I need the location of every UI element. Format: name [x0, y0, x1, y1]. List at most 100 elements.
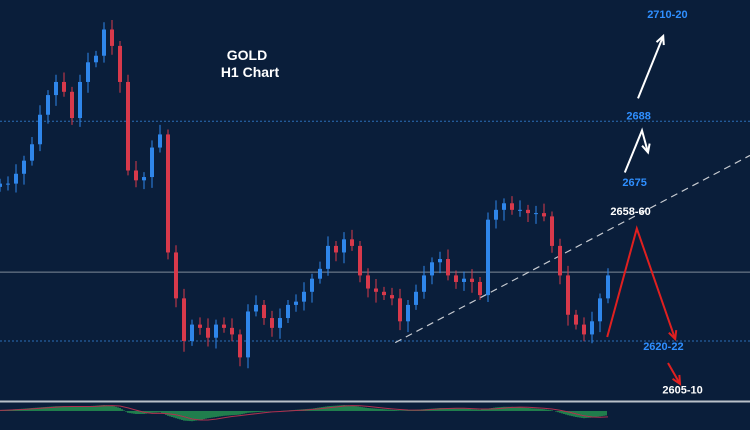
candle-body [86, 62, 90, 82]
candle-body [102, 29, 106, 56]
candle-body [198, 324, 202, 328]
candle-body [206, 327, 210, 338]
candle-body [470, 278, 474, 282]
candle-body [294, 301, 298, 305]
candle-body [430, 262, 434, 276]
macd-panel [0, 405, 609, 422]
macd-signal-line [0, 405, 609, 421]
candle-body [230, 327, 234, 335]
candle-body [134, 170, 138, 181]
candle-body [254, 304, 258, 312]
bear-extension-arrow [667, 362, 681, 385]
candle-body [78, 81, 82, 119]
candle-body [534, 213, 538, 215]
bear-zigzag-arrow [606, 225, 677, 340]
candle-body [30, 144, 34, 161]
candle-body [446, 259, 450, 276]
candle-body [358, 245, 362, 276]
candle-body [0, 183, 2, 187]
candle-body [166, 134, 170, 253]
candle-body [110, 29, 114, 46]
candle-body [6, 183, 10, 185]
candle-body [326, 245, 330, 269]
bull-retest-arrow [623, 127, 649, 173]
candle-body [318, 268, 322, 279]
candle-body [374, 288, 378, 292]
level-label: 2688 [626, 111, 650, 123]
candle-body [422, 275, 426, 292]
candle-body [46, 95, 50, 115]
candle-body [390, 295, 394, 299]
candle-body [278, 318, 282, 328]
candle-body [302, 291, 306, 302]
candle-body [238, 334, 242, 358]
level-label: 2658-60 [610, 206, 650, 218]
candle-body [518, 209, 522, 211]
candle-body [510, 203, 514, 210]
candle-body [182, 298, 186, 341]
candle-body [598, 298, 602, 322]
candle-body [118, 45, 122, 82]
candle-body [486, 219, 490, 296]
candle-body [342, 239, 346, 253]
candle-body [174, 252, 178, 299]
candle-body [438, 259, 442, 263]
candle-body [414, 291, 418, 305]
candle-body [158, 134, 162, 148]
candle-body [566, 275, 570, 315]
candle-body [310, 278, 314, 292]
candle-body [222, 324, 226, 328]
candle-body [582, 324, 586, 335]
bull-target-arrowhead [655, 33, 665, 46]
candle-body [14, 173, 18, 184]
candle-body [502, 203, 506, 210]
candle-body [54, 81, 58, 96]
candle-body [262, 304, 266, 319]
candle-body [214, 324, 218, 338]
bull-retest-arrowhead [641, 143, 651, 155]
trendline-group [394, 154, 750, 344]
candle-body [606, 275, 610, 299]
bull-target-arrow [637, 35, 665, 99]
candle-body [590, 321, 594, 335]
candle-body [494, 209, 498, 220]
level-label: 2620-22 [643, 341, 683, 353]
candle-body [366, 275, 370, 289]
candle-body [550, 216, 554, 246]
candle-body [542, 213, 546, 217]
candles [0, 20, 610, 369]
candle-body [454, 275, 458, 282]
candle-body [574, 314, 578, 325]
candle-body [190, 324, 194, 341]
candle-body [350, 239, 354, 246]
level-label: 2675 [622, 177, 646, 189]
candle-body [270, 318, 274, 328]
candle-body [478, 281, 482, 296]
candle-body [94, 55, 98, 63]
candle-body [126, 81, 130, 171]
candle-body [526, 209, 530, 214]
candle-body [334, 245, 338, 253]
candle-body [62, 81, 66, 92]
bear-zigzag-arrowhead [668, 329, 678, 342]
candle-body [70, 91, 74, 119]
candle-body [462, 278, 466, 282]
trendline [394, 154, 750, 344]
level-label: 2605-10 [662, 384, 702, 396]
candle-body [398, 298, 402, 322]
bear-extension-arrowhead [672, 374, 682, 386]
candle-body [38, 114, 42, 145]
candle-body [382, 291, 386, 296]
candle-body [246, 311, 250, 358]
candle-body [142, 177, 146, 181]
chart-subtitle: H1 Chart [221, 64, 280, 80]
candle-body [406, 304, 410, 322]
level-label: 2710-20 [647, 9, 687, 21]
chart-title: GOLD [227, 47, 267, 63]
candle-body [22, 160, 26, 174]
candle-body [150, 147, 154, 178]
forecast-arrows [606, 33, 682, 386]
candle-body [286, 304, 290, 319]
